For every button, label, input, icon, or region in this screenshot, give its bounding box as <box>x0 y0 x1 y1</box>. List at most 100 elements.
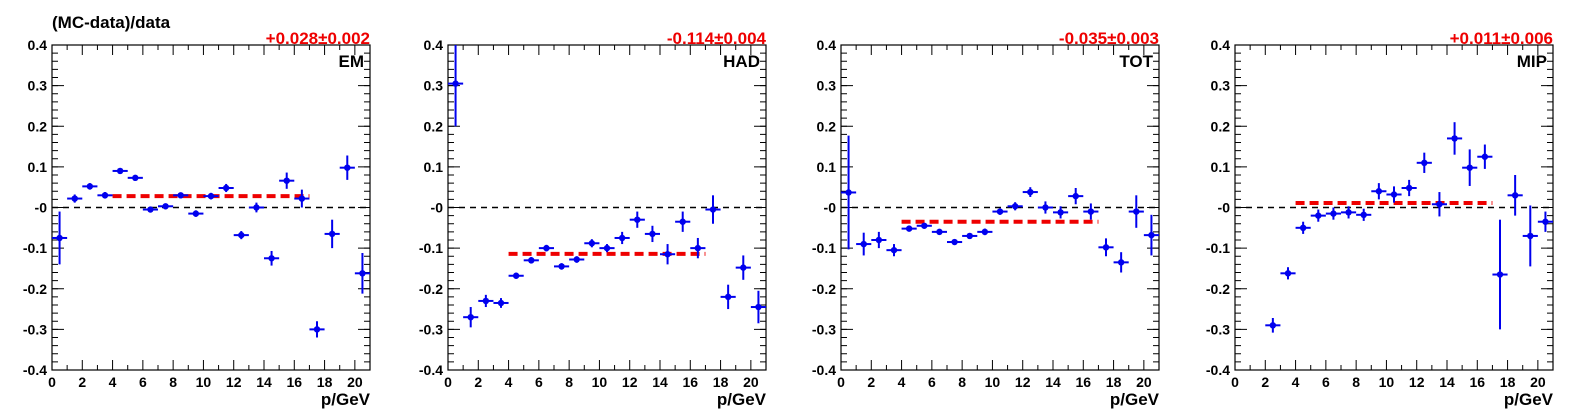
data-marker <box>1299 224 1307 232</box>
x-tick-label: 4 <box>898 374 906 390</box>
data-point <box>82 183 98 190</box>
data-marker <box>724 293 732 301</box>
data-point <box>947 238 963 246</box>
data-point <box>1280 267 1296 280</box>
data-point <box>523 257 539 264</box>
x-tick-label: 2 <box>78 374 86 390</box>
data-marker <box>192 210 200 217</box>
y-tick-label: -0.2 <box>1206 281 1230 297</box>
y-tick-label: 0.3 <box>28 78 48 94</box>
data-point <box>1447 122 1463 155</box>
data-marker <box>313 326 321 333</box>
x-tick-label: 8 <box>958 374 966 390</box>
data-point <box>478 294 494 308</box>
data-point <box>871 231 887 249</box>
data-marker <box>1330 210 1337 217</box>
data-marker <box>634 216 641 223</box>
data-marker <box>1375 188 1383 195</box>
x-tick-label: 14 <box>1439 374 1455 390</box>
y-tick-label: -0.1 <box>812 240 836 256</box>
data-point <box>992 208 1008 215</box>
panel-em: 0.4 0.3 0.2 0.1 -0 -0.1 -0.2 -0.3 -0.40 2 4 6 8 10 12 1… <box>23 29 371 409</box>
data-marker <box>543 244 550 252</box>
data-point <box>644 225 660 243</box>
data-marker <box>298 195 306 202</box>
data-point <box>1113 252 1129 273</box>
x-tick-label: 6 <box>139 374 147 390</box>
data-marker <box>694 244 702 252</box>
data-marker <box>207 192 215 200</box>
data-point <box>1083 203 1099 220</box>
y-tick-label: 0.4 <box>424 37 444 53</box>
x-tick-label: 10 <box>985 374 1001 390</box>
x-tick-label: 16 <box>1469 374 1485 390</box>
figure-ylabel: (MC-data)/data <box>52 13 171 32</box>
x-tick-label: 8 <box>565 374 573 390</box>
data-marker <box>1148 231 1155 239</box>
x-tick-label: 10 <box>592 374 608 390</box>
data-marker <box>740 264 747 271</box>
x-tick-label: 16 <box>286 374 302 390</box>
data-marker <box>1360 211 1367 219</box>
data-point <box>1416 152 1432 173</box>
x-tick-label: 10 <box>1379 374 1395 390</box>
data-point <box>1507 175 1523 216</box>
x-tick-label: 0 <box>837 374 845 390</box>
data-point <box>448 45 464 127</box>
data-point <box>614 231 630 245</box>
data-point <box>1492 219 1508 330</box>
data-point <box>629 211 645 228</box>
data-marker <box>452 80 459 87</box>
data-marker <box>359 270 366 277</box>
fit-result-label: -0.035±0.003 <box>1059 29 1159 48</box>
y-tick-label: 0.1 <box>1211 159 1231 175</box>
data-point <box>218 183 234 193</box>
data-point <box>279 172 295 189</box>
y-tick-label: -0 <box>1218 200 1231 216</box>
data-marker <box>1481 153 1489 160</box>
data-marker <box>905 225 913 232</box>
data-marker <box>1421 159 1428 167</box>
y-tick-label: -0 <box>431 200 444 216</box>
data-point <box>977 228 993 236</box>
data-marker <box>1436 201 1443 208</box>
x-tick-label: 20 <box>1136 374 1152 390</box>
x-tick-label: 20 <box>743 374 759 390</box>
data-marker <box>482 297 490 305</box>
x-axis-label: p/GeV <box>1110 390 1160 409</box>
x-tick-label: 4 <box>109 374 117 390</box>
data-marker <box>497 299 505 307</box>
data-marker <box>132 174 139 182</box>
data-marker <box>512 272 520 279</box>
data-point <box>1295 221 1311 234</box>
x-tick-label: 2 <box>867 374 875 390</box>
data-marker <box>1511 192 1519 199</box>
data-marker <box>1087 208 1095 215</box>
data-point <box>1371 183 1387 200</box>
data-marker <box>709 206 717 213</box>
y-tick-label: -0.1 <box>419 240 443 256</box>
y-tick-label: -0.1 <box>23 240 47 256</box>
data-points <box>841 135 1159 273</box>
data-point <box>1462 149 1478 186</box>
data-marker <box>1027 188 1034 196</box>
y-tick-label: 0.2 <box>817 118 837 134</box>
x-tick-label: 14 <box>1045 374 1061 390</box>
data-marker <box>268 255 275 262</box>
data-marker <box>618 234 626 242</box>
data-point <box>294 189 310 208</box>
data-marker <box>162 203 169 210</box>
data-marker <box>56 234 63 242</box>
data-marker <box>238 231 245 239</box>
x-tick-label: 12 <box>226 374 242 390</box>
data-point <box>52 211 68 265</box>
data-marker <box>1042 204 1049 211</box>
data-marker <box>860 240 867 248</box>
y-tick-label: -0.3 <box>812 321 836 337</box>
x-tick-label: 18 <box>317 374 333 390</box>
x-axis-label: p/GeV <box>1504 390 1554 409</box>
data-point <box>67 194 83 203</box>
data-point <box>1022 187 1038 197</box>
data-points <box>448 45 766 328</box>
data-marker <box>981 228 989 236</box>
